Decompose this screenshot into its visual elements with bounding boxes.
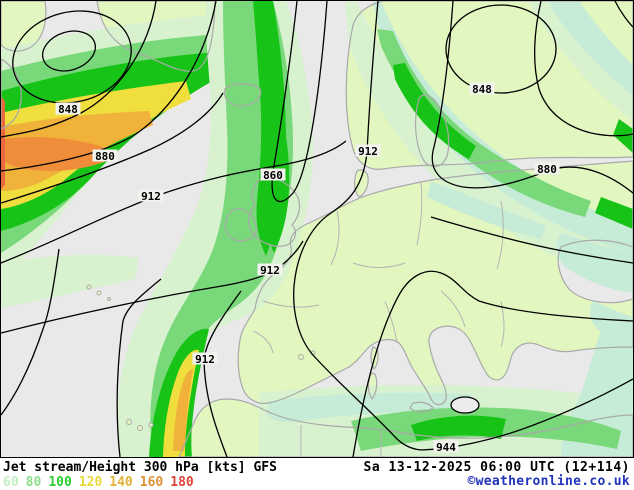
scale-value-120: 120 bbox=[78, 475, 103, 490]
jet-shading bbox=[1, 1, 633, 457]
map-svg: 848 880 912 860 912 912 912 848 880 944 bbox=[1, 1, 633, 457]
scale-value-100: 100 bbox=[48, 475, 72, 490]
contour-label: 912 bbox=[358, 145, 378, 158]
contour-labels: 848 880 912 860 912 912 912 848 880 944 bbox=[55, 82, 560, 454]
contour-label: 848 bbox=[58, 103, 78, 116]
scale-value-60: 60 bbox=[3, 475, 19, 490]
contour-label: 848 bbox=[472, 83, 492, 96]
contour-label: 912 bbox=[141, 190, 161, 203]
contour-label: 860 bbox=[263, 169, 283, 182]
weather-map: 848 880 912 860 912 912 912 848 880 944 bbox=[0, 0, 634, 458]
run-datetime: Sa 13-12-2025 06:00 UTC (12+114) bbox=[363, 460, 630, 475]
scale-value-80: 80 bbox=[25, 475, 42, 490]
jet-scale: 60 80 100 120 140 160 180 bbox=[3, 475, 201, 490]
contour-label: 944 bbox=[436, 441, 456, 454]
contour-label: 912 bbox=[195, 353, 215, 366]
contour-label: 912 bbox=[260, 264, 280, 277]
coastlines bbox=[1, 1, 633, 457]
small-islands bbox=[86, 284, 316, 431]
scale-value-140: 140 bbox=[109, 475, 133, 490]
map-title: Jet stream/Height 300 hPa [kts] GFS bbox=[3, 460, 277, 475]
contour-label: 880 bbox=[537, 163, 557, 176]
copyright-link[interactable]: ©weatheronline.co.uk bbox=[467, 474, 630, 489]
scale-value-180: 180 bbox=[170, 475, 194, 490]
scale-value-160: 160 bbox=[139, 475, 164, 490]
country-borders bbox=[252, 182, 505, 457]
contour-label: 880 bbox=[95, 150, 115, 163]
footer: Jet stream/Height 300 hPa [kts] GFS Sa 1… bbox=[0, 458, 634, 490]
